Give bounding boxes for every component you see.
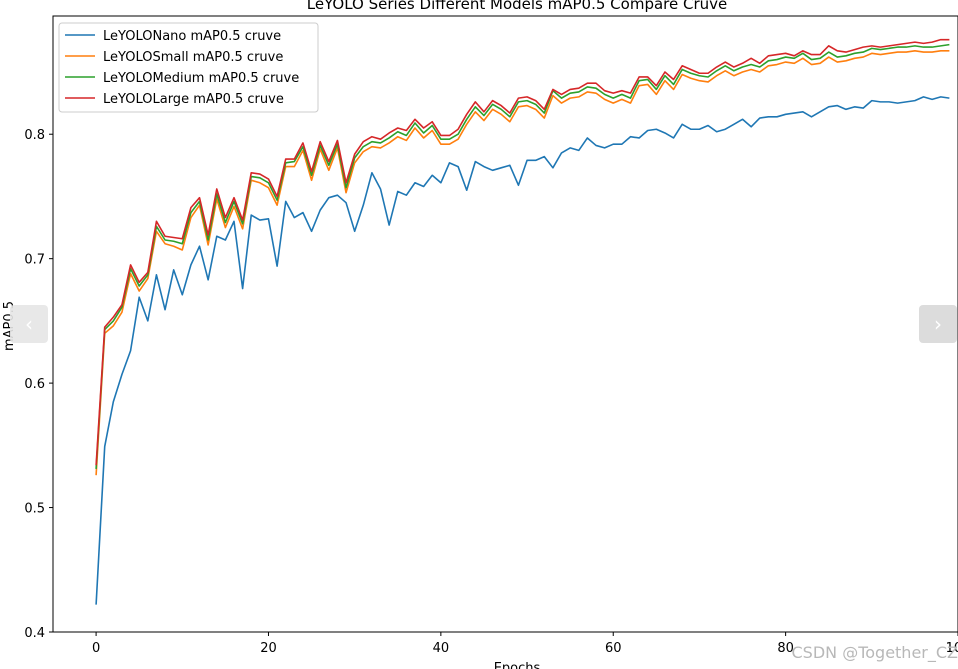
x-tick-label: 40 [433,641,450,656]
y-tick-label: 0.5 [24,502,45,517]
y-tick-label: 0.7 [24,253,45,268]
y-axis-ticks: 0.4 0.5 0.6 0.7 0.8 [24,128,53,641]
legend: LeYOLONano mAP0.5 cruve LeYOLOSmall mAP0.… [58,22,319,113]
x-axis-label: Epochs [494,661,541,669]
y-tick-label: 0.8 [24,128,45,143]
series-line-1 [95,50,950,476]
x-tick-label: 0 [92,641,100,656]
y-tick-label: 0.4 [24,626,45,641]
series-line-2 [95,43,950,470]
x-tick-label: 80 [777,641,794,656]
watermark-text: CSDN @Together_CZ [791,643,958,663]
x-tick-label: 20 [260,641,277,656]
x-tick-label: 100 [946,641,958,656]
series-layer [95,38,950,605]
legend-label-0: LeYOLONano mAP0.5 cruve [103,29,281,44]
series-line-3 [95,38,950,466]
x-tick-label: 60 [605,641,622,656]
legend-label-3: LeYOLOLarge mAP0.5 cruve [103,92,284,107]
legend-label-2: LeYOLOMedium mAP0.5 cruve [103,71,299,86]
legend-box [58,22,319,113]
legend-label-1: LeYOLOSmall mAP0.5 cruve [103,50,283,65]
chart-title: LeYOLO Series Different Models mAP0.5 Co… [307,0,728,13]
y-tick-label: 0.6 [24,377,45,392]
previous-image-button[interactable]: ‹ [10,305,48,343]
x-axis-ticks: 0 20 40 60 80 100 [92,632,958,656]
next-image-button[interactable]: › [919,305,957,343]
series-line-0 [95,96,950,605]
